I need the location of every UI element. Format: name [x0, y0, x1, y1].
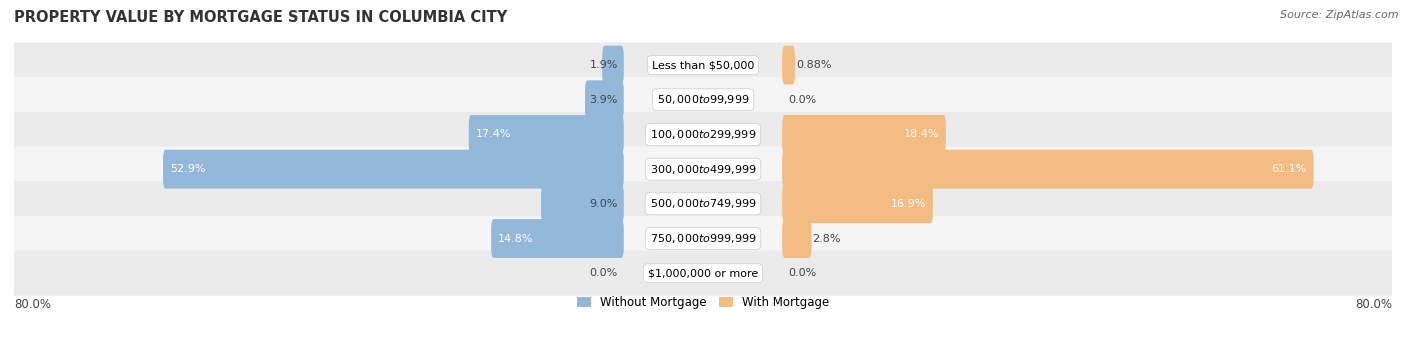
Legend: Without Mortgage, With Mortgage: Without Mortgage, With Mortgage	[572, 291, 834, 314]
Text: 16.9%: 16.9%	[890, 199, 927, 209]
FancyBboxPatch shape	[782, 115, 946, 154]
Text: PROPERTY VALUE BY MORTGAGE STATUS IN COLUMBIA CITY: PROPERTY VALUE BY MORTGAGE STATUS IN COL…	[14, 10, 508, 25]
Text: 2.8%: 2.8%	[813, 234, 841, 243]
FancyBboxPatch shape	[4, 251, 1402, 296]
Text: 80.0%: 80.0%	[1355, 298, 1392, 311]
FancyBboxPatch shape	[782, 184, 934, 223]
Text: $100,000 to $299,999: $100,000 to $299,999	[650, 128, 756, 141]
Text: 1.9%: 1.9%	[589, 60, 617, 70]
FancyBboxPatch shape	[4, 147, 1402, 192]
Text: 0.0%: 0.0%	[789, 268, 817, 278]
Text: $1,000,000 or more: $1,000,000 or more	[648, 268, 758, 278]
Text: 0.0%: 0.0%	[789, 95, 817, 105]
FancyBboxPatch shape	[491, 219, 624, 258]
FancyBboxPatch shape	[4, 181, 1402, 226]
FancyBboxPatch shape	[541, 184, 624, 223]
FancyBboxPatch shape	[585, 80, 624, 119]
Text: 52.9%: 52.9%	[170, 164, 205, 174]
Text: 9.0%: 9.0%	[589, 199, 617, 209]
FancyBboxPatch shape	[782, 150, 1313, 189]
FancyBboxPatch shape	[602, 46, 624, 85]
Text: $500,000 to $749,999: $500,000 to $749,999	[650, 197, 756, 210]
Text: 80.0%: 80.0%	[14, 298, 51, 311]
FancyBboxPatch shape	[163, 150, 624, 189]
FancyBboxPatch shape	[4, 112, 1402, 157]
FancyBboxPatch shape	[782, 219, 811, 258]
Text: Source: ZipAtlas.com: Source: ZipAtlas.com	[1281, 10, 1399, 20]
Text: 18.4%: 18.4%	[904, 130, 939, 139]
FancyBboxPatch shape	[782, 46, 794, 85]
Text: Less than $50,000: Less than $50,000	[652, 60, 754, 70]
Text: 0.0%: 0.0%	[589, 268, 617, 278]
Text: $300,000 to $499,999: $300,000 to $499,999	[650, 163, 756, 176]
FancyBboxPatch shape	[4, 77, 1402, 122]
Text: 17.4%: 17.4%	[475, 130, 512, 139]
Text: $750,000 to $999,999: $750,000 to $999,999	[650, 232, 756, 245]
FancyBboxPatch shape	[4, 42, 1402, 88]
FancyBboxPatch shape	[468, 115, 624, 154]
FancyBboxPatch shape	[4, 216, 1402, 261]
Text: 0.88%: 0.88%	[796, 60, 831, 70]
Text: 3.9%: 3.9%	[589, 95, 617, 105]
Text: 14.8%: 14.8%	[498, 234, 533, 243]
Text: $50,000 to $99,999: $50,000 to $99,999	[657, 93, 749, 106]
Text: 61.1%: 61.1%	[1271, 164, 1306, 174]
